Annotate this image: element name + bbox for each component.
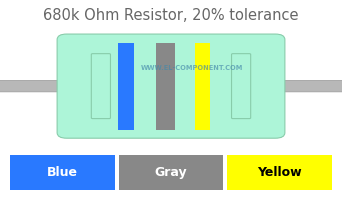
Text: WWW.EL-COMPONENT.COM: WWW.EL-COMPONENT.COM — [140, 65, 243, 71]
Text: Yellow: Yellow — [257, 166, 302, 179]
Bar — [118, 43, 134, 130]
FancyBboxPatch shape — [119, 155, 223, 190]
FancyBboxPatch shape — [232, 54, 251, 119]
Text: 680k Ohm Resistor, 20% tolerance: 680k Ohm Resistor, 20% tolerance — [43, 8, 299, 23]
Text: Blue: Blue — [47, 166, 78, 179]
FancyBboxPatch shape — [10, 155, 115, 190]
Bar — [156, 43, 175, 130]
FancyBboxPatch shape — [227, 155, 332, 190]
FancyBboxPatch shape — [92, 54, 110, 118]
FancyBboxPatch shape — [91, 54, 110, 119]
FancyBboxPatch shape — [260, 80, 342, 92]
FancyBboxPatch shape — [232, 54, 250, 118]
FancyBboxPatch shape — [57, 34, 285, 138]
Bar — [195, 43, 210, 130]
Text: Gray: Gray — [155, 166, 187, 179]
FancyBboxPatch shape — [0, 80, 82, 92]
